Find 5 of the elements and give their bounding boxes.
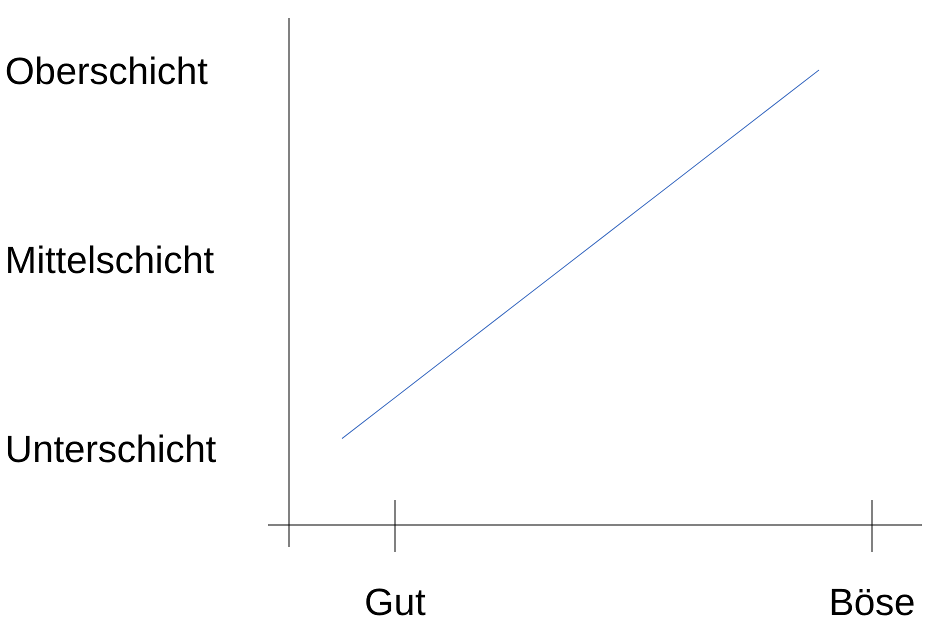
x-tick-label: Gut xyxy=(364,582,426,624)
text: Mittelschicht xyxy=(5,240,214,282)
text: Unterschicht xyxy=(5,429,217,471)
text: Oberschicht xyxy=(5,51,208,93)
x-tick-label: Böse xyxy=(828,582,916,624)
